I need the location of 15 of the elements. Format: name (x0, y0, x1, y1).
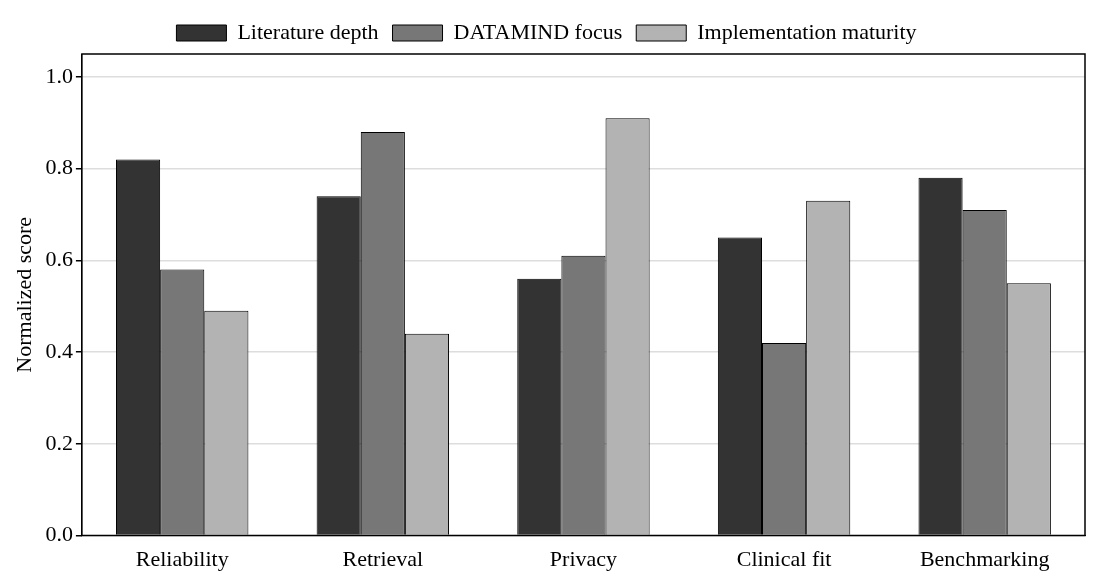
y-tick-label: 1.0 (45, 62, 73, 88)
x-tick-label: Reliability (135, 545, 229, 571)
y-tick-label: 0.8 (45, 154, 73, 180)
y-axis-title: Normalized score (10, 216, 36, 373)
y-tick-label: 0.4 (45, 337, 73, 363)
legend-label: Literature depth (237, 18, 379, 44)
x-tick-label: Privacy (549, 545, 618, 571)
x-tick-label: Clinical fit (736, 545, 832, 571)
x-tick-label: Retrieval (342, 545, 424, 571)
y-tick-label: 0.0 (45, 521, 73, 547)
x-tick-label: Benchmarking (919, 545, 1050, 571)
y-tick-label: 0.2 (45, 429, 73, 455)
legend-label: Implementation maturity (697, 18, 917, 44)
y-tick-label: 0.6 (45, 246, 73, 272)
legend-label: DATAMIND focus (453, 18, 623, 44)
